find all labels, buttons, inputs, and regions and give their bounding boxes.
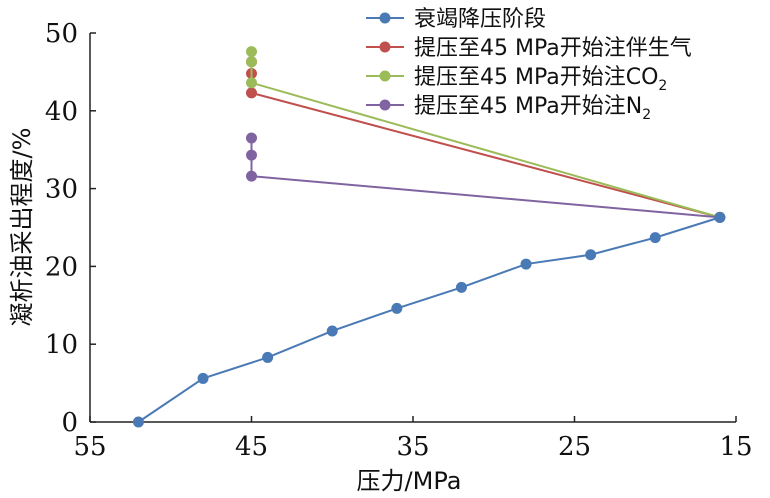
y-tick-label: 30 xyxy=(45,175,78,205)
x-tick-label: 35 xyxy=(396,432,429,462)
legend-label: 提压至45 MPa开始注CO2 xyxy=(414,65,667,94)
y-tick-label: 0 xyxy=(61,408,78,438)
legend-swatch-marker xyxy=(379,12,391,24)
legend-swatch-marker xyxy=(379,41,391,53)
x-axis-title: 压力/MPa xyxy=(357,467,462,495)
y-tick-label: 10 xyxy=(45,330,78,360)
series-line xyxy=(137,216,721,423)
x-tick-label: 45 xyxy=(235,432,268,462)
legend-item: 衰竭降压阶段 xyxy=(366,7,546,32)
data-point xyxy=(246,77,257,89)
legend-label: 提压至45 MPa开始注伴生气 xyxy=(414,36,692,61)
legend-swatch-marker xyxy=(379,70,391,82)
series-line xyxy=(250,138,720,219)
data-point xyxy=(714,211,726,223)
data-point xyxy=(391,302,403,314)
x-tick-label: 15 xyxy=(719,432,752,462)
legend-item: 提压至45 MPa开始注伴生气 xyxy=(366,36,692,61)
legend-swatch-marker xyxy=(379,99,391,111)
data-point xyxy=(246,46,257,58)
data-point xyxy=(585,249,597,261)
data-point xyxy=(520,258,532,270)
series-3 xyxy=(246,132,726,223)
legend-item: 提压至45 MPa开始注CO2 xyxy=(366,65,667,94)
data-point xyxy=(132,416,144,428)
data-point xyxy=(246,132,257,144)
data-point xyxy=(246,56,257,68)
y-tick-label: 20 xyxy=(45,252,78,282)
data-point xyxy=(455,281,467,293)
axes: 55 45 35 25 15 0 10 20 30 40 50 xyxy=(45,19,753,462)
series-layer xyxy=(132,46,726,428)
series-0 xyxy=(132,211,726,428)
y-axis-title: 凝析油采出程度/% xyxy=(8,128,36,327)
data-point xyxy=(262,351,274,363)
data-point xyxy=(649,232,661,244)
y-tick-label: 40 xyxy=(45,97,78,127)
data-point xyxy=(246,87,257,99)
y-tick-label: 50 xyxy=(45,19,78,49)
data-point xyxy=(326,325,338,337)
data-point xyxy=(246,149,257,161)
x-tick-label: 55 xyxy=(73,432,106,462)
legend-label: 衰竭降压阶段 xyxy=(414,7,546,32)
data-point xyxy=(197,372,209,384)
x-tick-label: 25 xyxy=(558,432,591,462)
legend-label: 提压至45 MPa开始注N2 xyxy=(414,94,651,123)
data-point xyxy=(246,170,257,182)
legend-item: 提压至45 MPa开始注N2 xyxy=(366,94,651,123)
